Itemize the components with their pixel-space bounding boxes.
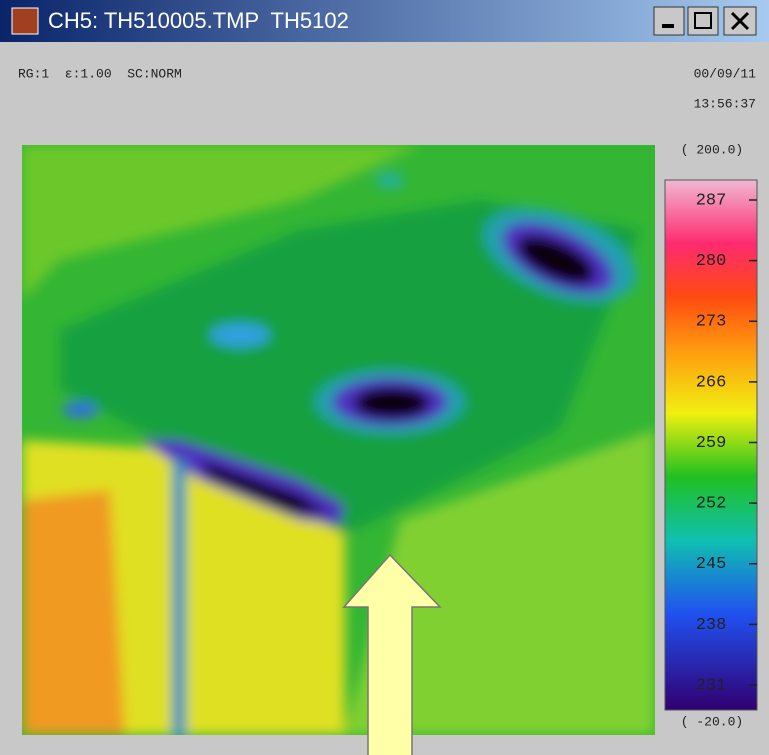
scale-label: 259 [696,434,727,453]
scale-label: 287 [696,191,727,210]
maximize-button[interactable] [688,7,718,35]
minimize-glyph [662,24,674,28]
scale-max: ( 200.0) [681,142,743,157]
scale-label: 266 [696,373,727,392]
scale-min: ( -20.0) [681,714,743,729]
window-title: CH5: TH510005.TMP TH5102 [48,8,349,33]
scale-label: 273 [696,313,727,332]
minimize-button[interactable] [654,7,684,35]
scale-label: 245 [696,555,727,574]
scale-label: 231 [696,676,727,695]
time-text: 13:56:37 [694,96,756,111]
scale-label: 280 [696,252,727,271]
window-buttons [654,7,756,35]
settings-text: RG:1 ε:1.00 SC:NORM [18,66,182,81]
scale-label: 252 [696,495,727,514]
date-text: 00/09/11 [694,66,757,81]
screen: CH5: TH510005.TMP TH5102 RG:1 ε:1.00 SC:… [0,0,769,755]
scale-label: 238 [696,616,727,635]
app-icon [12,8,38,34]
window: CH5: TH510005.TMP TH5102 RG:1 ε:1.00 SC:… [0,0,769,755]
thermal-image [22,145,655,740]
